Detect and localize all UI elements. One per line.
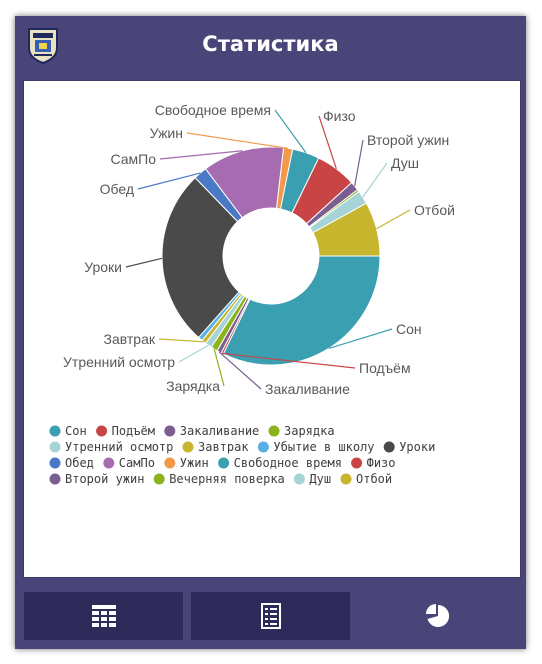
header-bar: Статистика <box>15 16 526 76</box>
callout-line-1 <box>222 352 356 369</box>
legend-label-12: Физо <box>367 456 396 470</box>
callout-label-0: Сон <box>396 321 422 337</box>
legend-marker-15 <box>293 473 305 485</box>
list-icon <box>260 603 281 629</box>
callout-label-3: Зарядка <box>166 378 220 394</box>
legend-marker-14 <box>153 473 165 485</box>
callout-label-16: Отбой <box>414 202 455 218</box>
shield-logo-icon <box>28 28 58 64</box>
callout-line-3 <box>213 348 225 387</box>
callout-label-4: Утренний осмотр <box>63 354 175 370</box>
legend-label-2: Закаливание <box>180 424 259 438</box>
callout-line-11 <box>274 109 307 154</box>
callout-line-5 <box>158 338 204 343</box>
legend-label-9: СамПо <box>119 456 155 470</box>
legend-marker-11 <box>218 457 230 469</box>
legend-marker-1 <box>96 425 108 437</box>
callout-line-9 <box>159 150 243 160</box>
callout-line-12 <box>318 115 337 169</box>
legend-label-3: Зарядка <box>284 424 335 438</box>
donut-slice-16 <box>312 202 381 257</box>
legend-label-7: Уроки <box>399 440 435 454</box>
legend-marker-12 <box>351 457 363 469</box>
callout-label-15: Душ <box>391 155 419 171</box>
grid-icon <box>91 605 116 627</box>
legend-marker-5 <box>182 441 194 453</box>
legend-label-4: Утренний осмотр <box>65 440 173 454</box>
legend-marker-7 <box>383 441 395 453</box>
legend-marker-0 <box>49 425 61 437</box>
nav-button-chart[interactable] <box>358 592 517 640</box>
nav-button-list[interactable] <box>191 592 350 640</box>
donut-chart: Сон Подъём Закаливание Зарядка Утренний осмо… <box>49 102 455 486</box>
callout-line-13 <box>354 139 364 187</box>
callout-label-7: Уроки <box>84 259 122 275</box>
callout-label-9: СамПо <box>110 151 156 167</box>
legend-label-10: Ужин <box>180 456 209 470</box>
legend-label-11: Свободное время <box>234 456 342 470</box>
callout-label-2: Закаливание <box>265 381 350 397</box>
legend-marker-6 <box>257 441 269 453</box>
callout-line-15 <box>362 162 388 198</box>
legend-marker-3 <box>268 425 280 437</box>
legend-marker-8 <box>49 457 61 469</box>
callout-label-13: Второй ужин <box>367 132 449 148</box>
callout-line-10 <box>186 132 289 149</box>
callout-label-12: Физо <box>323 108 356 124</box>
legend-marker-2 <box>164 425 176 437</box>
legend-label-15: Душ <box>309 472 331 486</box>
callout-line-7 <box>125 257 163 268</box>
legend-marker-10 <box>164 457 176 469</box>
donut-slice-7 <box>161 177 240 339</box>
pie-chart-icon <box>425 604 449 627</box>
legend-label-5: Завтрак <box>198 440 249 454</box>
legend-marker-9 <box>103 457 115 469</box>
legend-label-14: Вечерняя поверка <box>169 472 285 486</box>
callout-label-8: Обед <box>100 181 134 197</box>
callout-line-0 <box>328 328 393 349</box>
callout-label-11: Свободное время <box>155 102 271 118</box>
app-window: Статистика Сон Подъём Закаливание Зарядка Ут… <box>15 16 526 649</box>
donut-slice-0 <box>222 255 381 366</box>
legend-label-6: Убытие в школу <box>273 440 374 454</box>
callout-line-16 <box>376 209 411 230</box>
legend-marker-4 <box>49 441 61 453</box>
callout-label-1: Подъём <box>359 360 411 376</box>
legend-marker-16 <box>340 473 352 485</box>
legend-label-8: Обед <box>65 456 94 470</box>
callout-line-4 <box>178 344 209 363</box>
callout-line-8 <box>137 172 201 190</box>
legend-marker-13 <box>49 473 61 485</box>
callout-line-2 <box>218 351 262 390</box>
bottom-nav <box>15 586 526 649</box>
legend-label-0: Сон <box>65 424 87 438</box>
chart-panel: Сон Подъём Закаливание Зарядка Утренний осмо… <box>23 80 521 578</box>
nav-button-grid[interactable] <box>24 592 183 640</box>
callout-label-10: Ужин <box>150 125 183 141</box>
legend-label-13: Второй ужин <box>65 472 144 486</box>
legend-label-1: Подъём <box>112 424 155 438</box>
callout-label-5: Завтрак <box>104 331 156 347</box>
legend-label-16: Отбой <box>356 472 392 486</box>
page-title: Статистика <box>202 32 339 56</box>
